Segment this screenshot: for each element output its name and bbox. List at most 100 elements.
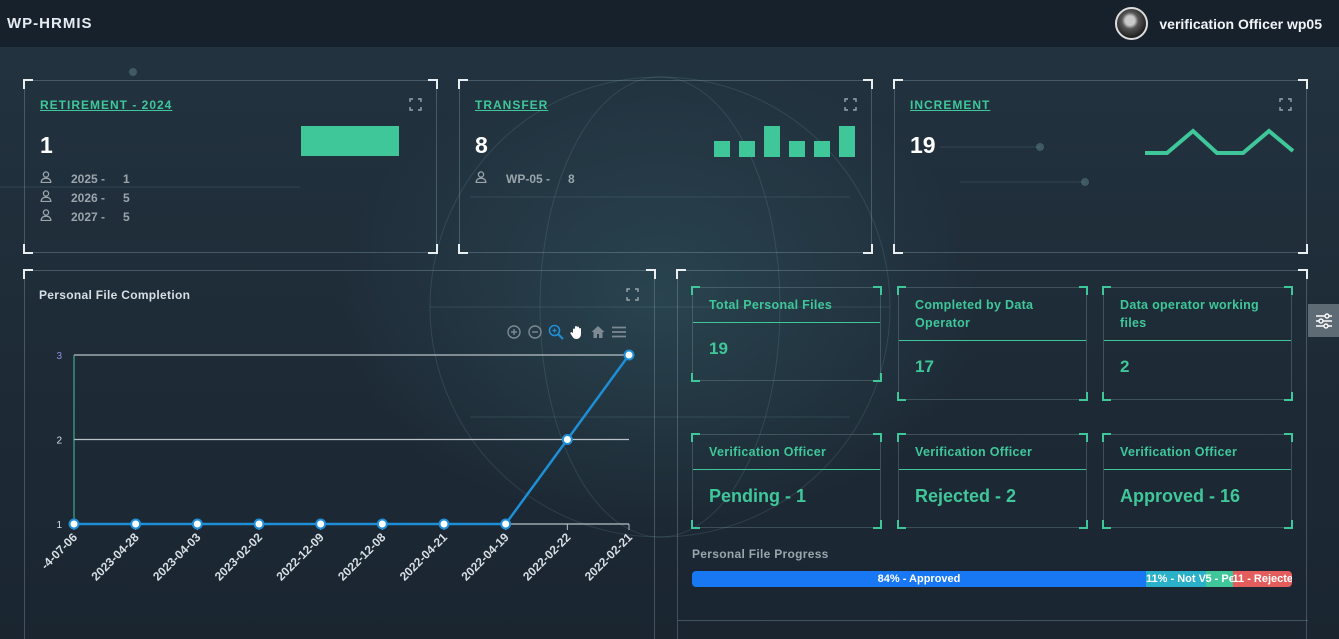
tile-value: Pending - 1 [709,486,807,506]
row-value: 5 [123,209,130,224]
x-tick-label: -4-07-06 [38,530,80,572]
series-line [74,354,631,526]
retirement-count: 1 [40,132,53,158]
increment-card: INCREMENT 19 [893,79,1308,254]
background-circuit-graphic [0,68,1089,538]
tile-value: 19 [709,339,728,358]
expand-icon[interactable] [844,98,857,111]
data-point [68,518,80,530]
x-tick-label: 2023-02-02 [212,530,266,584]
row-label: 2026 - [71,190,106,205]
tile-value: Rejected - 2 [915,486,1017,506]
progress-segment-rejected[interactable]: 11 - Rejected [1232,571,1292,587]
row-value: 5 [123,190,130,205]
x-tick-label: 2022-02-21 [582,530,636,584]
list-item: WP-05 - 8 [475,169,575,188]
retirement-sparkbar [301,126,399,156]
x-tick-label: 2022-12-09 [273,530,327,584]
x-tick-label: 2022-12-08 [335,530,389,584]
progress-segment-approved[interactable]: 84% - Approved [692,571,1147,587]
data-point [253,518,265,530]
zoom-in-icon[interactable] [506,324,522,340]
person-icon [40,209,54,224]
selection-zoom-icon[interactable] [548,324,564,340]
total-personal-files-tile[interactable]: Total Personal Files 19 [691,286,882,382]
transfer-rows: WP-05 - 8 [475,169,575,188]
user-name[interactable]: verification Officer wp05 [1159,15,1322,32]
increment-count: 19 [910,132,936,158]
tile-label: Verification Officer [1104,435,1291,470]
data-operator-working-files-tile[interactable]: Data operator working files 2 [1102,286,1293,401]
expand-icon[interactable] [1279,98,1292,111]
settings-sliders-button[interactable] [1308,304,1339,337]
personal-file-progress-bar: 84% - Approved 11% - Not Verified 5 - Pe… [692,571,1292,587]
transfer-count: 8 [475,132,488,158]
expand-icon[interactable] [409,98,422,111]
increment-title-link[interactable]: INCREMENT [910,98,991,112]
transfer-title-link[interactable]: TRANSFER [475,98,549,112]
user-menu[interactable]: verification Officer wp05 [1115,7,1322,40]
app-title[interactable]: WP-HRMIS [7,15,93,32]
data-point [561,434,573,445]
tile-value: 2 [1120,357,1130,376]
data-point [623,349,635,361]
tile-label: Data operator working files [1104,288,1291,341]
chart-toolbar [506,324,627,340]
row-label: 2027 - [71,209,106,224]
sliders-icon [1315,312,1332,329]
data-point [315,518,327,530]
tile-label: Completed by Data Operator [899,288,1086,341]
personal-file-chart-card [23,269,656,639]
transfer-card: TRANSFER 8 WP-05 - 8 [458,79,873,254]
data-point [191,518,203,530]
y-tick-label: 1 [56,520,62,531]
person-icon [40,171,54,186]
data-point [376,518,388,530]
tile-value: Approved - 16 [1120,486,1241,506]
y-tick-label: 2 [56,436,62,447]
x-tick-label: 2023-04-03 [150,530,204,584]
list-item: 2026 - 5 [40,188,130,207]
list-item: 2027 - 5 [40,207,130,226]
data-point [438,518,450,530]
verification-approved-tile[interactable]: Verification Officer Approved - 16 [1102,433,1293,529]
row-value: 8 [568,171,575,186]
x-tick-label: 2023-04-28 [88,530,142,584]
row-label: WP-05 - [506,171,551,186]
data-point [130,518,142,530]
menu-icon[interactable] [611,324,627,340]
summary-panel [676,269,1308,639]
person-icon [40,190,54,205]
x-tick-label: 2022-04-21 [397,530,451,584]
retirement-title-link[interactable]: RETIREMENT - 2024 [40,98,173,112]
reset-home-icon[interactable] [590,324,606,340]
tile-label: Verification Officer [693,435,880,470]
row-value: 1 [123,171,130,186]
expand-icon[interactable] [626,288,639,301]
retirement-card: RETIREMENT - 2024 1 2025 - 1 2026 - 5 20… [23,79,438,254]
data-point [500,518,512,530]
progress-segment-pending[interactable]: 5 - Pending [1205,571,1233,587]
chart-title: Personal File Completion [39,288,191,302]
tile-value: 17 [915,357,934,376]
background-decoration [0,47,1339,639]
divider [678,620,1308,621]
row-label: 2025 - [71,171,106,186]
avatar[interactable] [1115,7,1149,40]
x-tick-label: 2022-02-22 [520,530,574,584]
pan-icon[interactable] [569,324,585,340]
x-tick-label: 2022-04-19 [458,530,512,584]
progress-segment-not-verified[interactable]: 11% - Not Verified [1146,571,1206,587]
verification-pending-tile[interactable]: Verification Officer Pending - 1 [691,433,882,529]
completed-by-data-operator-tile[interactable]: Completed by Data Operator 17 [897,286,1088,401]
y-tick-label: 3 [56,351,62,362]
tile-label: Verification Officer [899,435,1086,470]
tile-label: Total Personal Files [693,288,880,323]
verification-rejected-tile[interactable]: Verification Officer Rejected - 2 [897,433,1088,529]
transfer-sparkbars [714,126,855,157]
zoom-out-icon[interactable] [527,324,543,340]
top-navbar: WP-HRMIS verification Officer wp05 [0,0,1339,47]
list-item: 2025 - 1 [40,169,130,188]
personal-file-line-chart: 1 2 3 -4-07-06 2023-04-28 2023-04-03 2023-02-0… [38,349,636,584]
increment-sparkline [1145,128,1295,155]
